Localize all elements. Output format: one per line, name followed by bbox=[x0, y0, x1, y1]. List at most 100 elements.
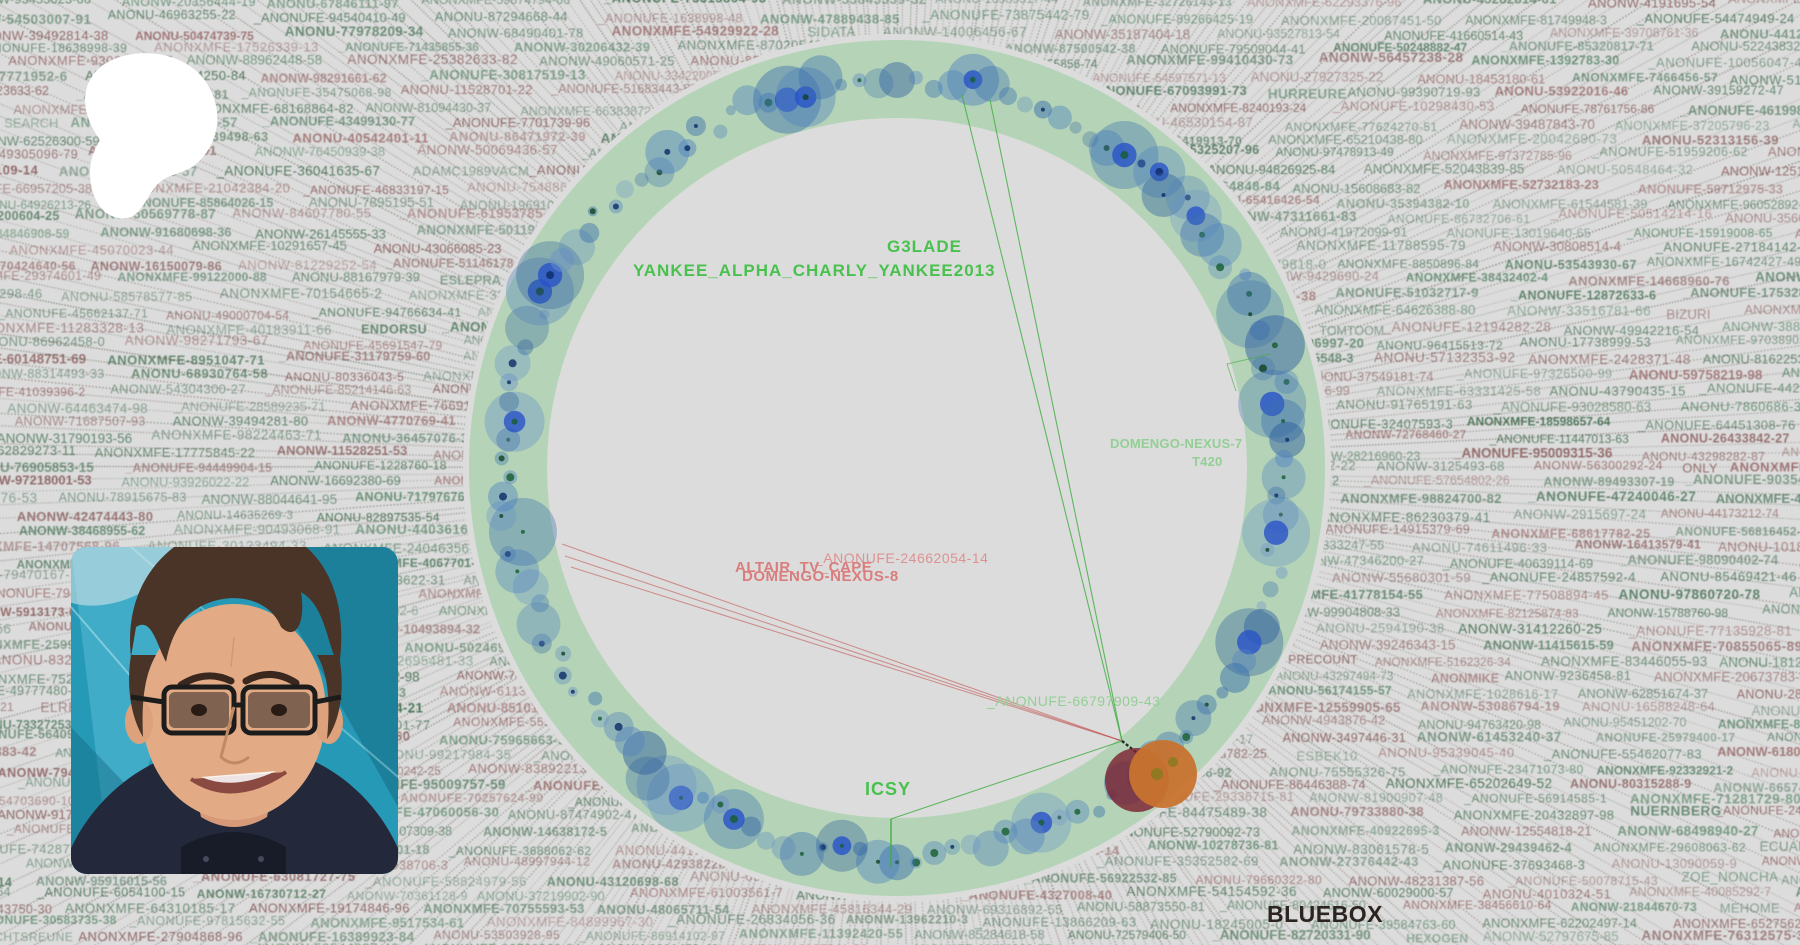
svg-text:ANONU-74611496-33: ANONU-74611496-33 bbox=[1412, 540, 1547, 555]
svg-text:ANONXMFE-52043839-85: ANONXMFE-52043839-85 bbox=[1364, 161, 1525, 176]
svg-text:ANONU-56174155-57: ANONU-56174155-57 bbox=[1268, 684, 1392, 698]
svg-text:_ANONUFE-85214146-63: _ANONUFE-85214146-63 bbox=[264, 383, 411, 397]
svg-text:ANONW-33516781-66: ANONW-33516781-66 bbox=[1507, 303, 1651, 318]
svg-text:ANONU-45282814-61: ANONU-45282814-61 bbox=[1423, 0, 1557, 7]
svg-text:ANONU-44173212-74: ANONU-44173212-74 bbox=[1661, 507, 1779, 521]
svg-text:ANONW-21844670-73: ANONW-21844670-73 bbox=[1571, 900, 1697, 914]
svg-text:LICHTSREUNE: LICHTSREUNE bbox=[0, 930, 73, 944]
svg-text:ANONU-79733880-38: ANONU-79733880-38 bbox=[1290, 804, 1424, 819]
svg-text:ANONU-84846908-59: ANONU-84846908-59 bbox=[0, 227, 69, 241]
svg-text:BLUEBOX: BLUEBOX bbox=[1267, 901, 1383, 927]
svg-text:ANONU-58578577-85: ANONU-58578577-85 bbox=[61, 290, 193, 304]
svg-text:ANONXMFE-45070023-44: ANONXMFE-45070023-44 bbox=[9, 242, 174, 257]
svg-text:ANONU-52243832-19: ANONU-52243832-19 bbox=[1691, 38, 1800, 53]
svg-text:ANONW-39487843-70: ANONW-39487843-70 bbox=[1459, 117, 1595, 132]
svg-text:ANONW-49305096-79: ANONW-49305096-79 bbox=[0, 148, 78, 162]
svg-text:ANONU-14635269-3: ANONU-14635269-3 bbox=[177, 508, 293, 522]
svg-text:ANONW-53845539-32: ANONW-53845539-32 bbox=[782, 0, 927, 7]
svg-text:ESBEK10: ESBEK10 bbox=[1296, 748, 1357, 763]
svg-text:_ANONUFE-6054100-15: _ANONUFE-6054100-15 bbox=[36, 885, 185, 899]
svg-text:ANONU-87294668-44: ANONU-87294668-44 bbox=[435, 9, 568, 24]
svg-text:ANONXMFE-5162326-34: ANONXMFE-5162326-34 bbox=[1375, 655, 1511, 669]
svg-text:_ANONUFE-44213542-42: _ANONUFE-44213542-42 bbox=[1699, 381, 1800, 396]
svg-text:ANONW-61806086-30: ANONW-61806086-30 bbox=[1717, 744, 1800, 759]
svg-text:ICSY: ICSY bbox=[865, 779, 911, 799]
svg-text:ANONW-3497446-31: ANONW-3497446-31 bbox=[1283, 731, 1406, 745]
svg-text:_ANONUFE-85320817-71: _ANONUFE-85320817-71 bbox=[1500, 39, 1653, 54]
svg-text:ANONXMFE-65202649-52: ANONXMFE-65202649-52 bbox=[1386, 776, 1553, 791]
svg-text:_ANONUFE-37693468-3: _ANONUFE-37693468-3 bbox=[1434, 858, 1585, 873]
svg-text:_ANONUFE-90354207-10: _ANONUFE-90354207-10 bbox=[1684, 472, 1800, 487]
svg-text:ANONXMFE-32182613-22: ANONXMFE-32182613-22 bbox=[1782, 445, 1800, 459]
svg-text:ANONU-28960083-67: ANONU-28960083-67 bbox=[1737, 687, 1800, 701]
svg-text:_ANONUFE-56816452-50: _ANONUFE-56816452-50 bbox=[1667, 524, 1800, 538]
svg-text:ANONU-80336043-5: ANONU-80336043-5 bbox=[285, 370, 404, 384]
svg-text:ANONW-16730712-27: ANONW-16730712-27 bbox=[197, 887, 327, 901]
svg-text:_ANONUFE-1228760-18: _ANONUFE-1228760-18 bbox=[307, 458, 447, 472]
svg-text:_ANONUFE-54474949-24: _ANONUFE-54474949-24 bbox=[1636, 11, 1795, 26]
svg-text:_ANONUFE-94540410-49: _ANONUFE-94540410-49 bbox=[253, 10, 406, 25]
svg-text:ANONW-12511521-25: ANONW-12511521-25 bbox=[1721, 163, 1800, 178]
svg-text:ANONU-75965663-55: ANONU-75965663-55 bbox=[439, 732, 573, 747]
svg-text:ANONU-29132023-2: ANONU-29132023-2 bbox=[1794, 901, 1800, 915]
svg-text:ANONXMFE-38432402-4: ANONXMFE-38432402-4 bbox=[1406, 271, 1548, 285]
svg-text:ANONU-39525410-3: ANONU-39525410-3 bbox=[1768, 144, 1800, 159]
svg-text:_ANONUFE-66957205-38: _ANONUFE-66957205-38 bbox=[0, 181, 92, 196]
svg-text:_ANONUFE-35475068-98: _ANONUFE-35475068-98 bbox=[241, 86, 392, 100]
svg-text:_ANONUFE-66797909-43: _ANONUFE-66797909-43 bbox=[986, 693, 1160, 709]
svg-text:ANONU-87474902-47: ANONU-87474902-47 bbox=[508, 808, 640, 822]
svg-text:ANONW-88044641-95: ANONW-88044641-95 bbox=[202, 492, 338, 507]
svg-text:ANONW-54304300-27: ANONW-54304300-27 bbox=[110, 382, 246, 397]
svg-text:_ANONUFE-41039396-2: _ANONUFE-41039396-2 bbox=[0, 385, 86, 399]
svg-text:ANONU-54503007-91: ANONU-54503007-91 bbox=[0, 12, 92, 27]
svg-text:BIZURI: BIZURI bbox=[1666, 307, 1710, 322]
svg-text:ANONW-81900907-48: ANONW-81900907-48 bbox=[1309, 791, 1443, 805]
svg-text:ANONU-85469421-46: ANONU-85469421-46 bbox=[1660, 569, 1796, 584]
svg-text:ANONXMFE-77508894-45: ANONXMFE-77508894-45 bbox=[1444, 588, 1609, 603]
svg-text:ANONXMFE-65137351-42: ANONXMFE-65137351-42 bbox=[1728, 0, 1800, 6]
svg-text:ANONW-84607780-55: ANONW-84607780-55 bbox=[232, 206, 371, 221]
svg-text:ANONU-80315288-9: ANONU-80315288-9 bbox=[1570, 777, 1692, 791]
svg-text:ANONW-88962448-58: ANONW-88962448-58 bbox=[187, 53, 323, 68]
svg-text:ANONU-16588248-64: ANONU-16588248-64 bbox=[1582, 699, 1715, 714]
svg-text:ANONW-98271793-67: ANONW-98271793-67 bbox=[125, 333, 269, 348]
svg-text:ANONU-57132353-92: ANONU-57132353-92 bbox=[1374, 350, 1515, 365]
svg-text:MEHOME: MEHOME bbox=[1720, 900, 1780, 915]
svg-text:ENDORSU: ENDORSU bbox=[361, 323, 427, 337]
svg-text:_ANONUFE-77135928-81: _ANONUFE-77135928-81 bbox=[1628, 623, 1793, 638]
svg-text:ANONU-37549181-74: ANONU-37549181-74 bbox=[1306, 369, 1434, 384]
svg-text:ANONXMFE-40922695-3: ANONXMFE-40922695-3 bbox=[1291, 824, 1439, 838]
svg-text:ANONU-16589317-44: ANONU-16589317-44 bbox=[935, 0, 1058, 6]
svg-text:_ANONUFE-14915379-69: _ANONUFE-14915379-69 bbox=[1317, 523, 1470, 537]
svg-text:ANONW-50069436-57: ANONW-50069436-57 bbox=[417, 142, 558, 157]
svg-text:ANONXMFE-52732183-23: ANONXMFE-52732183-23 bbox=[1444, 177, 1599, 192]
svg-text:_ANONUFE-57771952-6: _ANONUFE-57771952-6 bbox=[0, 69, 68, 84]
svg-text:ANONU-53503928-95: ANONU-53503928-95 bbox=[434, 928, 561, 942]
svg-text:ANONW-30808514-4: ANONW-30808514-4 bbox=[1493, 239, 1622, 254]
svg-text:ANONW-39246343-15: ANONW-39246343-15 bbox=[1320, 638, 1456, 653]
svg-text:_ANONUFE-51146178-3: _ANONUFE-51146178-3 bbox=[385, 256, 525, 270]
svg-text:ANONW-3125493-68: ANONW-3125493-68 bbox=[1377, 458, 1505, 473]
svg-text:ANONXMFE-20432897-98: ANONXMFE-20432897-98 bbox=[1454, 807, 1615, 822]
svg-text:_ANONUFE-47240046-27: _ANONUFE-47240046-27 bbox=[1527, 489, 1696, 504]
svg-text:ANONW-56300292-24: ANONW-56300292-24 bbox=[1534, 459, 1663, 473]
svg-text:ANONXMFE-11788595-79: ANONXMFE-11788595-79 bbox=[1296, 238, 1466, 253]
svg-text:ANONW-76450939-38: ANONW-76450939-38 bbox=[255, 144, 386, 159]
svg-text:_ANONUFE-28589235-71: _ANONUFE-28589235-71 bbox=[173, 399, 326, 414]
svg-text:ANONW-11415615-59: ANONW-11415615-59 bbox=[1483, 638, 1614, 653]
svg-text:ANONXMFE-54703690-10: ANONXMFE-54703690-10 bbox=[0, 794, 75, 808]
svg-text:ANONXMFE-24875109-14: ANONXMFE-24875109-14 bbox=[0, 162, 39, 177]
svg-text:_ANONUFE-24441926-30: _ANONUFE-24441926-30 bbox=[1715, 804, 1800, 818]
svg-text:ANONU-41509328-56: ANONU-41509328-56 bbox=[0, 621, 11, 636]
svg-text:_ANONUFE-31179759-60: _ANONUFE-31179759-60 bbox=[278, 348, 431, 363]
svg-text:ANONW-97218001-53: ANONW-97218001-53 bbox=[0, 473, 92, 488]
svg-text:ANONXMFE-32726143-13: ANONXMFE-32726143-13 bbox=[1082, 0, 1231, 9]
svg-text:ANONW-31325298-46: ANONW-31325298-46 bbox=[0, 286, 43, 301]
svg-text:_ANONUFE-58824979-56: _ANONUFE-58824979-56 bbox=[364, 874, 527, 889]
svg-text:ANONU-75418680-95: ANONU-75418680-95 bbox=[1751, 766, 1800, 780]
svg-text:ANONU-53922016-46: ANONU-53922016-46 bbox=[1495, 83, 1629, 98]
svg-text:ANONXMFE-8240193-24: ANONXMFE-8240193-24 bbox=[1170, 101, 1306, 115]
svg-text:_ANONUFE-45662137-71: _ANONUFE-45662137-71 bbox=[0, 307, 148, 321]
svg-text:ANONU-26433842-27: ANONU-26433842-27 bbox=[1661, 432, 1790, 446]
svg-text:ANONU-95451202-70: ANONU-95451202-70 bbox=[1564, 716, 1687, 730]
